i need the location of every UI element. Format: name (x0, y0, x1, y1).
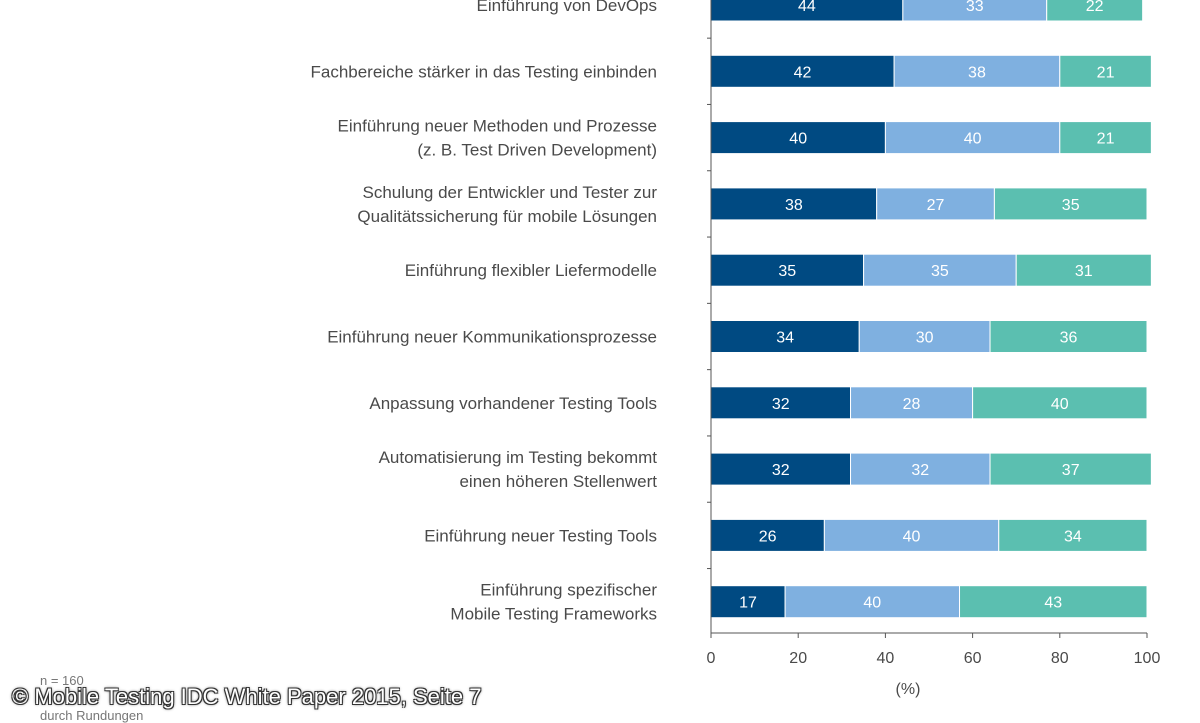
bar-segment-2 (850, 386, 974, 420)
bar-segment-2 (823, 518, 1000, 552)
category-label: Fachbereiche stärker in das Testing einb… (310, 62, 657, 81)
data-label: 21 (1097, 131, 1115, 148)
data-label: 35 (778, 263, 796, 280)
bar-segment-3 (993, 187, 1148, 221)
x-tick-label: 100 (1134, 650, 1161, 667)
bar-segment-2 (850, 452, 991, 486)
bar-segment-2 (784, 585, 961, 619)
data-label: 31 (1075, 263, 1093, 280)
bar-segment-1 (710, 518, 825, 552)
x-tick-label: 0 (707, 650, 716, 667)
category-label: Einführung neuer Kommunikationsprozesse (327, 328, 657, 347)
x-axis-title: (%) (896, 681, 921, 698)
data-label: 30 (916, 330, 934, 347)
data-label: 37 (1062, 462, 1080, 479)
bar-segment-2 (858, 320, 991, 353)
data-label: 40 (964, 131, 982, 148)
category-label: Anpassung vorhandener Testing Tools (369, 394, 657, 413)
copyright-overlay: © Mobile Testing IDC White Paper 2015, S… (12, 684, 482, 709)
data-label: 33 (966, 0, 984, 15)
category-label: (z. B. Test Driven Development) (417, 141, 657, 160)
bar-segment-1 (710, 585, 786, 619)
data-label: 35 (931, 263, 949, 280)
x-tick-label: 20 (789, 650, 807, 667)
footnote-sample-size: n = 160 (40, 673, 84, 688)
category-label: Mobile Testing Frameworks (450, 605, 657, 624)
data-label: 43 (1044, 595, 1062, 612)
data-label: 42 (794, 64, 812, 81)
bar-segment-3 (1059, 54, 1152, 88)
data-label: 27 (927, 197, 945, 214)
data-label: 26 (759, 528, 777, 545)
data-label: 22 (1086, 0, 1104, 15)
bar-segment-3 (1059, 121, 1152, 155)
data-label: 34 (776, 330, 794, 347)
category-label: Einführung spezifischer (480, 581, 657, 600)
data-label: 32 (911, 462, 929, 479)
category-label: Schulung der Entwickler und Tester zur (362, 183, 657, 202)
data-label: 36 (1060, 330, 1078, 347)
x-tick-label: 40 (877, 650, 895, 667)
bar-segment-1 (710, 386, 852, 420)
data-label: 40 (1051, 396, 1069, 413)
x-tick-label: 60 (964, 650, 982, 667)
bar-segment-2 (863, 253, 1017, 287)
category-labels: Einführung von DevOps Fachbereiche stärke… (310, 0, 657, 624)
category-label: Qualitätssicherung für mobile Lösungen (357, 207, 657, 226)
bar-segment-1 (710, 452, 852, 486)
bar-segment-3 (1046, 0, 1144, 22)
bar-segment-3 (998, 518, 1148, 552)
data-label: 34 (1064, 528, 1082, 545)
data-label: 35 (1062, 197, 1080, 214)
bar-segment-3 (989, 452, 1152, 486)
data-label: 21 (1097, 64, 1115, 81)
x-tick-label: 80 (1051, 650, 1069, 667)
bar-segment-1 (710, 320, 860, 353)
data-label: 32 (772, 462, 790, 479)
bar-segment-2 (893, 54, 1061, 88)
category-label: Einführung flexibler Liefermodelle (405, 261, 657, 280)
data-label: 32 (772, 396, 790, 413)
category-label: Einführung von DevOps (477, 0, 658, 15)
bar-segment-3 (959, 585, 1148, 619)
data-label: 40 (863, 595, 881, 612)
bar-segment-1 (710, 187, 878, 221)
data-label: 28 (903, 396, 921, 413)
data-label: 38 (968, 64, 986, 81)
bar-segment-3 (972, 386, 1148, 420)
data-label: 40 (789, 131, 807, 148)
data-label: 40 (903, 528, 921, 545)
bar-segment-3 (1015, 253, 1152, 287)
bar-segment-2 (876, 187, 995, 221)
category-label: Einführung neuer Testing Tools (424, 526, 657, 545)
bars-layer: 44 33 22 42 38 21 40 40 21 38 27 35 35 35 31 34 30 36 32 28… (710, 0, 1152, 619)
category-label: Einführung neuer Methoden und Prozesse (338, 117, 657, 136)
data-label: 38 (785, 197, 803, 214)
bar-segment-3 (989, 320, 1148, 353)
category-label: einen höheren Stellenwert (459, 472, 657, 491)
data-label: 44 (798, 0, 816, 15)
category-label: Automatisierung im Testing bekommt (379, 448, 658, 467)
data-label: 17 (739, 595, 757, 612)
footnote-rounding: durch Rundungen (40, 708, 144, 723)
x-axis: 0 20 40 60 80 100 (707, 0, 1161, 667)
